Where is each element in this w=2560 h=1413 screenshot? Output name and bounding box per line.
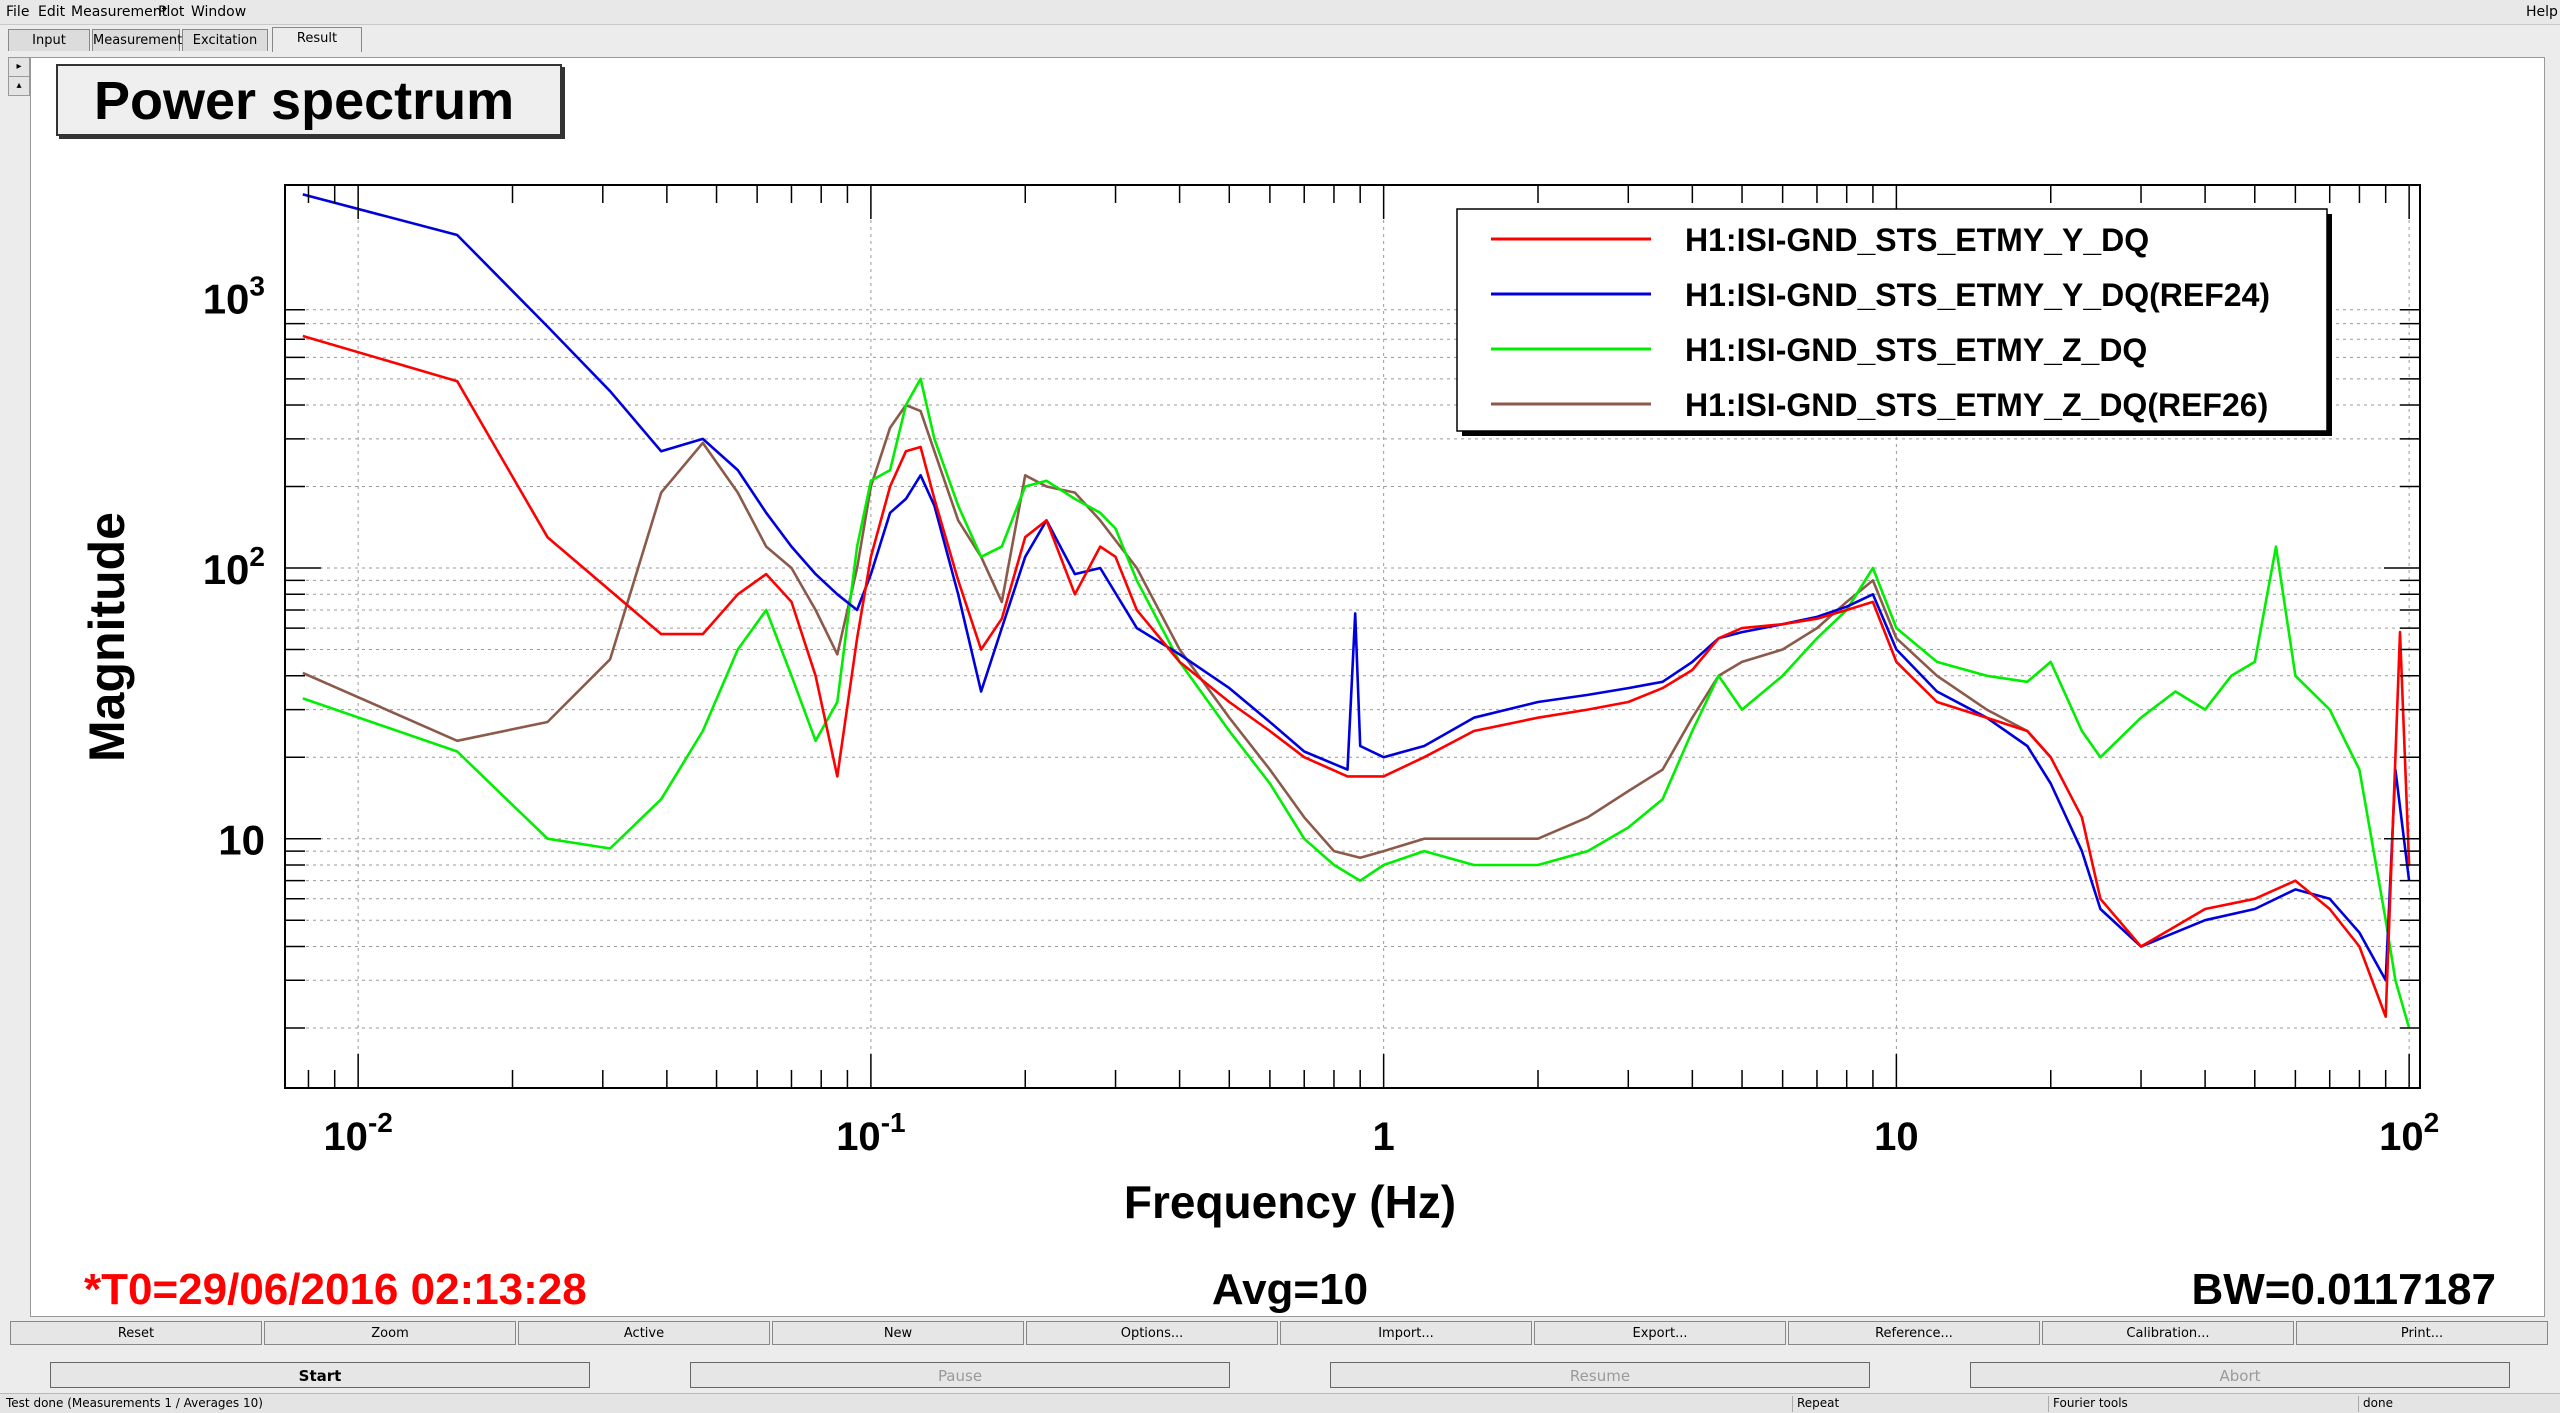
x-tick-label: 10 bbox=[1874, 1115, 1919, 1159]
reference-button[interactable]: Reference... bbox=[1788, 1321, 2040, 1345]
bw-label: BW=0.0117187 bbox=[2191, 1265, 2496, 1314]
menu-measurement[interactable]: Measurement bbox=[71, 4, 168, 20]
export-button[interactable]: Export... bbox=[1534, 1321, 1786, 1345]
y-tick-label: 102 bbox=[203, 541, 265, 593]
options-button[interactable]: Options... bbox=[1026, 1321, 1278, 1345]
series-line-2 bbox=[302, 377, 2411, 1029]
toolbar-buttons: Reset Zoom Active New Options... Import... Exp… bbox=[10, 1321, 2550, 1347]
avg-label: Avg=10 bbox=[1212, 1265, 1368, 1314]
menu-edit[interactable]: Edit bbox=[38, 4, 66, 20]
tab-bar: Input Measurement Excitation Result bbox=[0, 27, 2560, 53]
series-line-3 bbox=[302, 403, 2052, 860]
series-line-1 bbox=[302, 193, 2411, 982]
reset-button[interactable]: Reset bbox=[10, 1321, 262, 1345]
series-line-0 bbox=[302, 334, 2411, 1018]
tab-excitation[interactable]: Excitation bbox=[182, 29, 268, 51]
t0-label: *T0=29/06/2016 02:13:28 bbox=[84, 1265, 587, 1314]
legend-label-3: H1:ISI-GND_STS_ETMY_Z_DQ(REF26) bbox=[1685, 387, 2268, 423]
pause-button[interactable]: Pause bbox=[690, 1362, 1230, 1388]
menu-bar: File Edit Measurement Plot Window Help bbox=[0, 0, 2560, 25]
legend: H1:ISI-GND_STS_ETMY_Y_DQ H1:ISI-GND_STS_E… bbox=[1456, 208, 2332, 436]
tab-measurement[interactable]: Measurement bbox=[92, 29, 182, 51]
tab-result[interactable]: Result bbox=[272, 27, 362, 52]
x-tick-label: 102 bbox=[2379, 1107, 2439, 1159]
print-button[interactable]: Print... bbox=[2296, 1321, 2548, 1345]
y-axis-label: Magnitude bbox=[79, 512, 135, 762]
series-layer bbox=[302, 193, 2411, 1029]
y-tick-label: 103 bbox=[203, 270, 265, 322]
x-axis-label: Frequency (Hz) bbox=[1124, 1176, 1456, 1228]
status-message: Test done (Measurements 1 / Averages 10) bbox=[6, 1396, 263, 1410]
start-button[interactable]: Start bbox=[50, 1362, 590, 1388]
plot-frame bbox=[284, 184, 2421, 1089]
import-button[interactable]: Import... bbox=[1280, 1321, 1532, 1345]
status-bar: Test done (Measurements 1 / Averages 10)… bbox=[0, 1393, 2560, 1413]
legend-label-0: H1:ISI-GND_STS_ETMY_Y_DQ bbox=[1685, 222, 2149, 258]
calibration-button[interactable]: Calibration... bbox=[2042, 1321, 2294, 1345]
zoom-button[interactable]: Zoom bbox=[264, 1321, 516, 1345]
tab-input[interactable]: Input bbox=[8, 29, 90, 51]
legend-label-2: H1:ISI-GND_STS_ETMY_Z_DQ bbox=[1685, 332, 2147, 368]
plot-title: Power spectrum bbox=[56, 64, 562, 136]
menu-help[interactable]: Help bbox=[2526, 4, 2558, 20]
run-controls: Start Pause Resume Abort bbox=[0, 1362, 2560, 1390]
x-tick-label: 10-2 bbox=[323, 1107, 392, 1159]
tick-labels: 10-2 10-1 1 10 102 10 102 103 bbox=[203, 270, 2439, 1159]
legend-box bbox=[1456, 208, 2328, 432]
new-button[interactable]: New bbox=[772, 1321, 1024, 1345]
menu-window[interactable]: Window bbox=[191, 4, 247, 20]
resume-button[interactable]: Resume bbox=[1330, 1362, 1870, 1388]
x-tick-label: 10-1 bbox=[836, 1107, 905, 1159]
status-repeat: Repeat bbox=[1792, 1396, 1839, 1412]
menu-plot[interactable]: Plot bbox=[158, 4, 185, 20]
status-tool: Fourier tools bbox=[2048, 1396, 2128, 1412]
legend-label-1: H1:ISI-GND_STS_ETMY_Y_DQ(REF24) bbox=[1685, 277, 2270, 313]
scroll-up-icon[interactable]: ▴ bbox=[8, 76, 30, 96]
status-state: done bbox=[2358, 1396, 2393, 1412]
abort-button[interactable]: Abort bbox=[1970, 1362, 2510, 1388]
x-tick-label: 1 bbox=[1373, 1115, 1395, 1159]
ticks bbox=[285, 185, 2420, 1088]
y-tick-label: 10 bbox=[218, 817, 265, 864]
menu-file[interactable]: File bbox=[6, 4, 30, 20]
active-button[interactable]: Active bbox=[518, 1321, 770, 1345]
